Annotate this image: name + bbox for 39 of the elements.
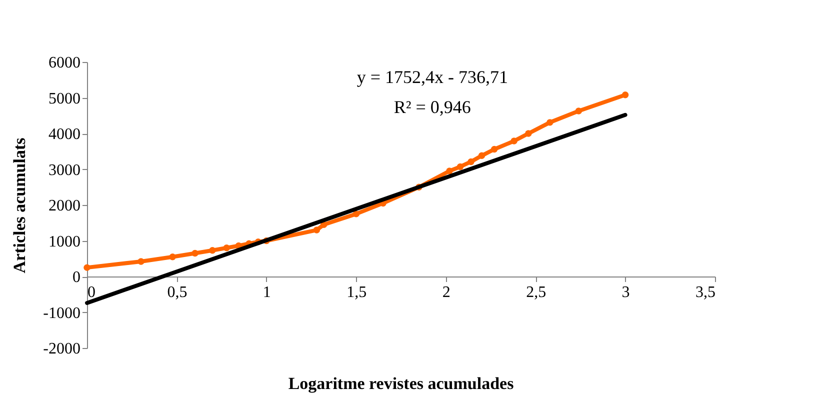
annotation: R² = 0,946	[394, 97, 471, 117]
x-tick-label: 0,5	[167, 284, 188, 301]
y-tick-label: 3000	[48, 162, 80, 179]
point	[84, 264, 90, 271]
point	[456, 163, 464, 170]
x-tick-label: 1,5	[346, 284, 367, 301]
point	[313, 226, 320, 234]
y-tick-label: 2000	[48, 198, 80, 214]
y-tick-label: 5000	[48, 90, 80, 108]
y-tick-label: -1000	[43, 304, 80, 322]
x-tick-label: 0	[88, 284, 96, 301]
y-tick-label: 6000	[48, 54, 80, 72]
point	[223, 244, 230, 252]
point	[169, 253, 176, 260]
point	[192, 250, 198, 257]
point	[468, 158, 474, 166]
x-tick-label: 2	[442, 284, 450, 301]
y-tick-label: 1000	[48, 233, 80, 250]
point	[546, 119, 554, 126]
point	[352, 210, 360, 218]
x-tick-label: 3	[622, 284, 630, 301]
y-axis-title: Articles acumulats	[10, 137, 30, 274]
x-tick-label: 3,5	[696, 284, 716, 301]
point	[138, 258, 144, 265]
y-tick-label: 0	[72, 269, 80, 286]
point	[575, 108, 582, 114]
point	[510, 138, 518, 144]
point	[446, 168, 453, 174]
point	[622, 92, 629, 98]
x-axis-title: Logaritme revistes acumulades	[288, 374, 514, 393]
point	[209, 247, 216, 254]
point	[490, 146, 498, 153]
x-tick-label: 1	[262, 284, 271, 301]
y-tick-label: -2000	[43, 340, 80, 358]
annotation: y = 1752,4x - 736,71	[356, 67, 508, 87]
x-tick-label: 2,5	[526, 284, 546, 301]
point	[478, 152, 486, 160]
y-tick-label: 4000	[48, 126, 80, 143]
point	[525, 130, 532, 137]
